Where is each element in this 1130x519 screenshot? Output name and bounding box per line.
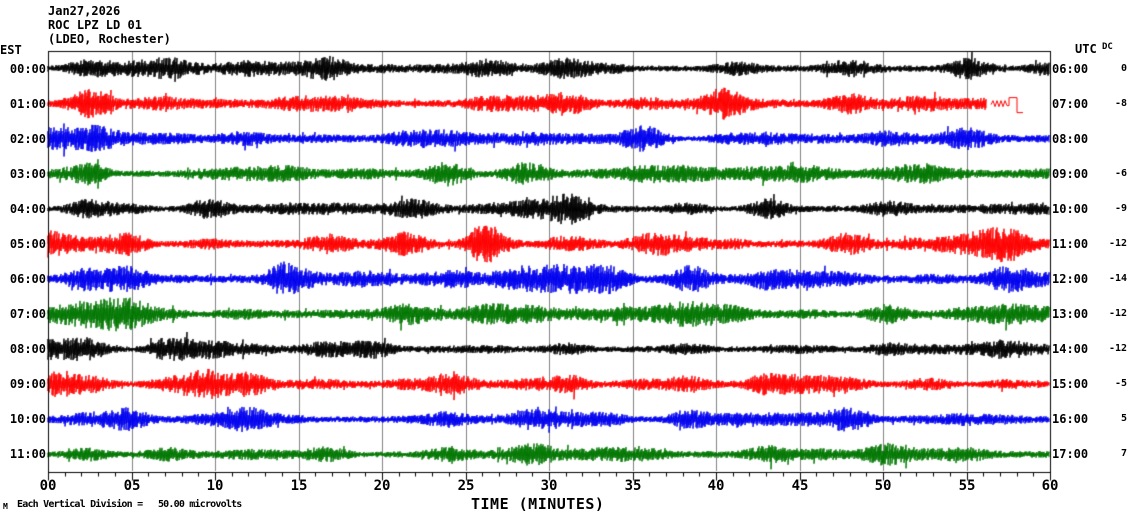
dc-value: -6 — [1114, 168, 1127, 179]
x-tick-label: 00 — [39, 478, 57, 494]
title-date: Jan27,2026 — [48, 4, 121, 18]
dc-value: -8 — [1114, 98, 1127, 109]
x-tick-label: 50 — [874, 478, 892, 494]
est-time-label: 05:00 — [9, 237, 46, 251]
x-tick-label: 55 — [958, 478, 976, 494]
x-tick-label: 45 — [791, 478, 809, 494]
est-time-label: 09:00 — [9, 377, 46, 391]
utc-time-label: 14:00 — [1052, 342, 1089, 356]
x-tick-label: 60 — [1041, 478, 1059, 494]
x-tick-label: 25 — [457, 478, 475, 494]
dc-axis-label: DC — [1102, 42, 1113, 52]
utc-time-label: 16:00 — [1052, 412, 1089, 426]
dc-value: -12 — [1108, 238, 1127, 249]
utc-time-label: 12:00 — [1052, 272, 1089, 286]
est-time-label: 10:00 — [9, 412, 46, 426]
title-station: ROC LPZ LD 01 — [48, 18, 142, 32]
dc-value: -5 — [1114, 378, 1127, 389]
x-tick-label: 05 — [123, 478, 141, 494]
utc-time-label: 11:00 — [1052, 237, 1089, 251]
dc-value: -12 — [1108, 343, 1127, 354]
utc-time-label: 06:00 — [1052, 62, 1089, 76]
est-time-label: 07:00 — [9, 307, 46, 321]
x-axis-title: TIME (MINUTES) — [471, 495, 605, 513]
dc-value: -14 — [1108, 273, 1127, 284]
title-location: (LDEO, Rochester) — [48, 32, 171, 46]
x-tick-label: 10 — [206, 478, 224, 494]
est-time-label: 03:00 — [9, 167, 46, 181]
dc-value: -12 — [1108, 308, 1127, 319]
dc-value: 0 — [1120, 63, 1127, 74]
utc-time-label: 15:00 — [1052, 377, 1089, 391]
utc-time-label: 09:00 — [1052, 167, 1089, 181]
x-tick-label: 40 — [707, 478, 725, 494]
est-time-label: 04:00 — [9, 202, 46, 216]
est-axis-label: EST — [0, 43, 22, 57]
est-time-label: 06:00 — [9, 272, 46, 286]
utc-time-label: 10:00 — [1052, 202, 1089, 216]
x-tick-label: 35 — [624, 478, 642, 494]
est-time-label: 11:00 — [9, 447, 46, 461]
dc-value: 7 — [1120, 448, 1127, 459]
utc-time-label: 17:00 — [1052, 447, 1089, 461]
est-time-label: 02:00 — [9, 132, 46, 146]
x-tick-label: 15 — [290, 478, 308, 494]
corner-mark: M — [3, 502, 8, 511]
dc-value: 5 — [1120, 413, 1127, 424]
est-time-label: 08:00 — [9, 342, 46, 356]
x-tick-label: 30 — [540, 478, 558, 494]
utc-axis-label: UTC — [1075, 42, 1097, 56]
est-time-label: 01:00 — [9, 97, 46, 111]
utc-time-label: 13:00 — [1052, 307, 1089, 321]
x-tick-label: 20 — [373, 478, 391, 494]
dc-value: -9 — [1114, 203, 1127, 214]
est-time-label: 00:00 — [9, 62, 46, 76]
scale-note: Each Vertical Division = 50.00 microvolt… — [17, 499, 242, 510]
utc-time-label: 08:00 — [1052, 132, 1089, 146]
utc-time-label: 07:00 — [1052, 97, 1089, 111]
